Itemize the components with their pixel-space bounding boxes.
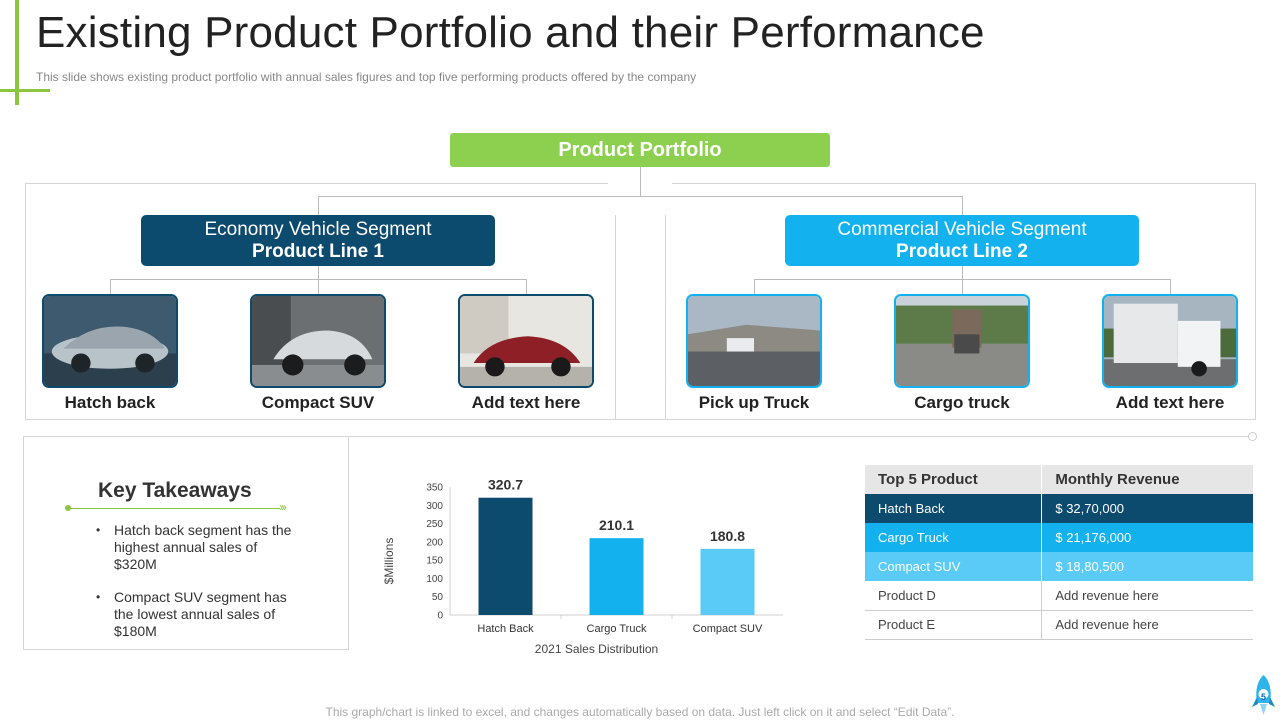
portfolio-frame (25, 183, 1256, 420)
connector-p5 (962, 279, 963, 294)
connector-root (640, 167, 641, 197)
frame-divider-right (665, 215, 666, 420)
title-accent-horizontal (0, 89, 50, 92)
table-header-product: Top 5 Product (865, 465, 1042, 494)
page-title: Existing Product Portfolio and their Per… (36, 8, 985, 57)
semi-truck-image[interactable] (1102, 294, 1238, 388)
table-cell-product: Compact SUV (865, 552, 1042, 581)
connector-p2 (318, 279, 319, 294)
top-products-table: Top 5 Product Monthly Revenue Hatch Back… (865, 465, 1253, 640)
title-accent-vertical (15, 0, 19, 105)
table-cell-revenue: $ 32,70,000 (1041, 494, 1253, 523)
bar-data-label: 210.1 (599, 517, 634, 533)
table-cell-product: Cargo Truck (865, 523, 1042, 552)
y-tick-label: 250 (426, 519, 443, 530)
y-tick-label: 150 (426, 556, 443, 567)
hatchback-car-image[interactable] (42, 294, 178, 388)
compact-suv-car-image[interactable] (250, 294, 386, 388)
product-label-pickup-truck: Pick up Truck (698, 393, 810, 412)
x-tick-label: Cargo Truck (587, 623, 647, 635)
frame-top-right (672, 183, 1256, 184)
y-tick-label: 100 (426, 574, 443, 585)
y-tick-label: 350 (426, 483, 443, 494)
economy-segment-title: Economy Vehicle Segment (204, 219, 432, 240)
sales-bar-chart[interactable]: 0 50 100 150 200 250 300 350 320.7 Hatch Back 210.… (375, 470, 795, 660)
bar-data-label: 180.8 (710, 528, 745, 544)
connector-p4 (754, 279, 755, 294)
cargo-truck-image[interactable] (894, 294, 1030, 388)
frame-divider-left (615, 215, 616, 420)
page-subtitle: This slide shows existing product portfo… (36, 70, 697, 84)
footer-note: This graph/chart is linked to excel, and… (325, 705, 955, 719)
x-tick-label: Hatch Back (477, 623, 534, 635)
economy-segment-line: Product Line 1 (252, 241, 384, 262)
chart-bar (700, 548, 755, 615)
connector-p1 (110, 279, 111, 294)
key-takeaways-dot (65, 505, 71, 511)
economy-segment-box[interactable]: Economy Vehicle Segment Product Line 1 (141, 215, 495, 266)
product-portfolio-header[interactable]: Product Portfolio (450, 133, 830, 167)
y-tick-label: 200 (426, 537, 443, 548)
connector-p6 (1170, 279, 1171, 294)
connector-p3 (526, 279, 527, 294)
takeaway-item: Hatch back segment has the highest annua… (96, 522, 301, 573)
product-label-compact-suv: Compact SUV (261, 393, 375, 412)
table-row[interactable]: Product E Add revenue here (865, 610, 1253, 640)
key-takeaways-panel (23, 436, 349, 650)
y-tick-label: 300 (426, 501, 443, 512)
chevron-right-icon: ››› (279, 500, 287, 514)
connector-seg1 (318, 196, 319, 215)
product-label-add-text-1: Add text here (471, 393, 581, 412)
commercial-segment-box[interactable]: Commercial Vehicle Segment Product Line … (785, 215, 1139, 266)
table-cell-product: Product E (865, 610, 1042, 640)
chart-bar (589, 538, 644, 615)
pickup-truck-image[interactable] (686, 294, 822, 388)
key-takeaways-list: Hatch back segment has the highest annua… (96, 522, 301, 656)
table-header-revenue: Monthly Revenue (1041, 465, 1253, 494)
sedan-car-image[interactable] (458, 294, 594, 388)
product-label-add-text-2: Add text here (1115, 393, 1225, 412)
connector-seg2-down (962, 266, 963, 280)
chart-bar (478, 497, 533, 615)
table-cell-revenue: Add revenue here (1041, 610, 1253, 640)
y-tick-label: 0 (437, 611, 443, 622)
product-label-hatch-back: Hatch back (64, 393, 156, 412)
table-cell-product: Product D (865, 581, 1042, 611)
commercial-segment-title: Commercial Vehicle Segment (837, 219, 1087, 240)
connector-seg2 (962, 196, 963, 215)
table-row[interactable]: Hatch Back $ 32,70,000 (865, 494, 1253, 523)
y-tick-label: 50 (432, 592, 444, 603)
table-cell-revenue: Add revenue here (1041, 581, 1253, 611)
commercial-segment-line: Product Line 2 (896, 241, 1028, 262)
table-cell-product: Hatch Back (865, 494, 1042, 523)
takeaway-item: Compact SUV segment has the lowest annua… (96, 589, 301, 640)
lower-divider (349, 436, 1249, 437)
table-row[interactable]: Product D Add revenue here (865, 581, 1253, 611)
lower-divider-dot (1248, 432, 1257, 441)
sales-bar-chart-svg: 0 50 100 150 200 250 300 350 320.7 Hatch Back 210.… (382, 477, 783, 656)
table-cell-revenue: $ 21,176,000 (1041, 523, 1253, 552)
y-axis-title: $Millions (382, 538, 396, 585)
connector-seg1-down (318, 266, 319, 280)
bar-data-label: 320.7 (488, 477, 523, 493)
rocket-icon (1252, 675, 1275, 715)
table-cell-revenue: $ 18,80,500 (1041, 552, 1253, 581)
x-tick-label: Compact SUV (693, 623, 763, 635)
frame-top-left (25, 183, 608, 184)
table-header-row: Top 5 Product Monthly Revenue (865, 465, 1253, 494)
table-row[interactable]: Compact SUV $ 18,80,500 (865, 552, 1253, 581)
x-axis-title: 2021 Sales Distribution (535, 642, 658, 656)
connector-branch (318, 196, 962, 197)
table-row[interactable]: Cargo Truck $ 21,176,000 (865, 523, 1253, 552)
product-label-cargo-truck: Cargo truck (914, 393, 1010, 412)
key-takeaways-rule (68, 508, 280, 509)
page-number: 5 (1260, 692, 1266, 702)
key-takeaways-title: Key Takeaways (98, 479, 252, 502)
